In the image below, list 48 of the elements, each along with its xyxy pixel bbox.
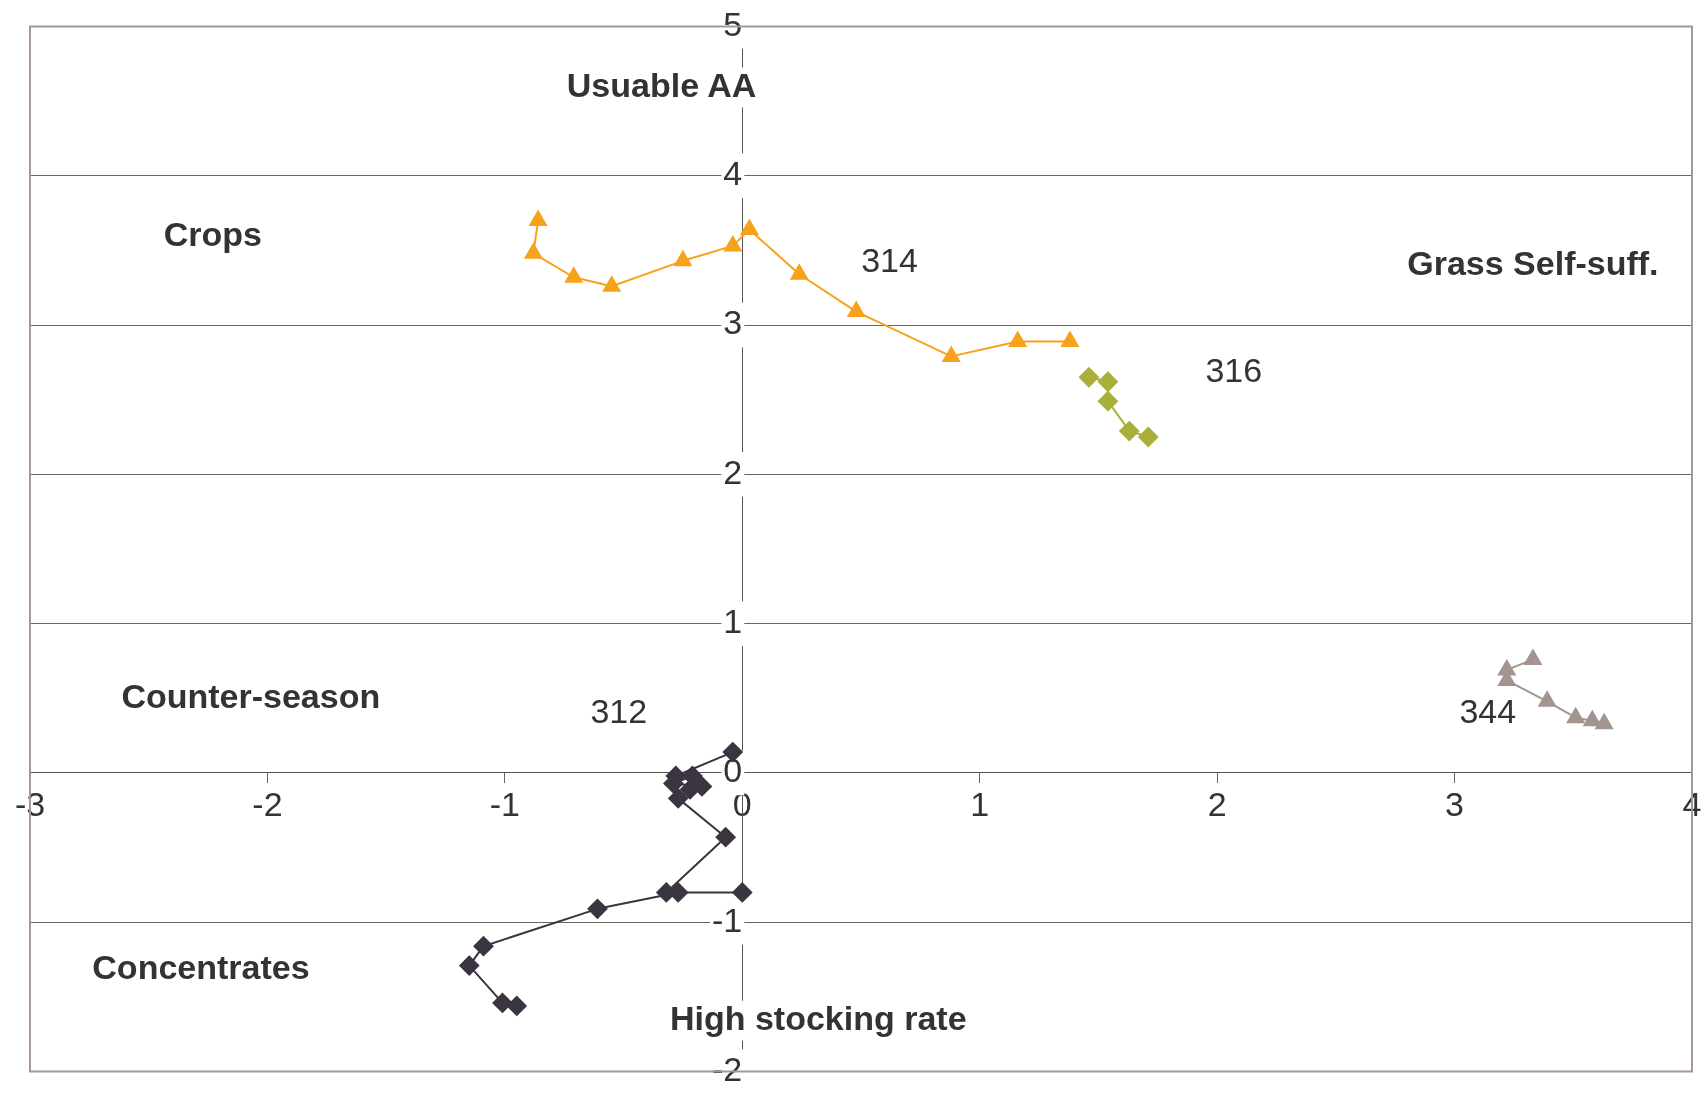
point	[1061, 331, 1079, 347]
annotation: High stocking rate	[669, 999, 967, 1038]
point	[715, 827, 736, 848]
annotation: Counter-season	[121, 676, 381, 715]
point	[680, 779, 701, 800]
point	[602, 276, 621, 292]
point	[529, 210, 547, 227]
point	[723, 235, 742, 252]
point	[564, 267, 583, 283]
y-tick-label: 1	[723, 602, 743, 641]
y-tick-label: 0	[723, 751, 743, 790]
point	[473, 936, 494, 957]
point	[1524, 649, 1542, 665]
y-tick-label: 4	[723, 154, 743, 193]
point	[506, 995, 527, 1016]
annotation: Usuable AA	[566, 65, 757, 104]
series-label: 314	[861, 240, 918, 279]
point	[524, 243, 543, 259]
point	[942, 346, 961, 362]
y-tick-label: 3	[723, 303, 743, 342]
series-label: 344	[1459, 691, 1517, 730]
x-tick-label: 1	[970, 784, 990, 823]
y-tick-label: 5	[723, 4, 743, 43]
y-tick-label: 2	[723, 452, 743, 491]
series-label: 312	[590, 691, 648, 730]
point	[847, 301, 866, 318]
annotation: Grass Self-suff.	[1407, 243, 1659, 282]
point	[1566, 707, 1585, 724]
point	[674, 250, 692, 267]
annotation: Crops	[163, 215, 262, 254]
x-tick-label: -1	[489, 784, 520, 823]
annotation: Concentrates	[92, 948, 310, 987]
x-tick-label: 2	[1207, 784, 1227, 823]
point	[1538, 691, 1556, 707]
point	[492, 992, 513, 1013]
y-tick-label: -1	[712, 900, 743, 939]
point	[1008, 331, 1027, 347]
point	[732, 882, 753, 903]
point	[740, 219, 759, 235]
point	[790, 264, 809, 280]
x-tick-label: 3	[1445, 784, 1465, 823]
point	[1595, 713, 1613, 730]
point	[459, 955, 480, 976]
point	[668, 788, 689, 809]
x-tick-label: -2	[252, 784, 283, 823]
point	[1097, 371, 1118, 392]
point	[587, 898, 608, 919]
series-label: 316	[1205, 351, 1263, 390]
